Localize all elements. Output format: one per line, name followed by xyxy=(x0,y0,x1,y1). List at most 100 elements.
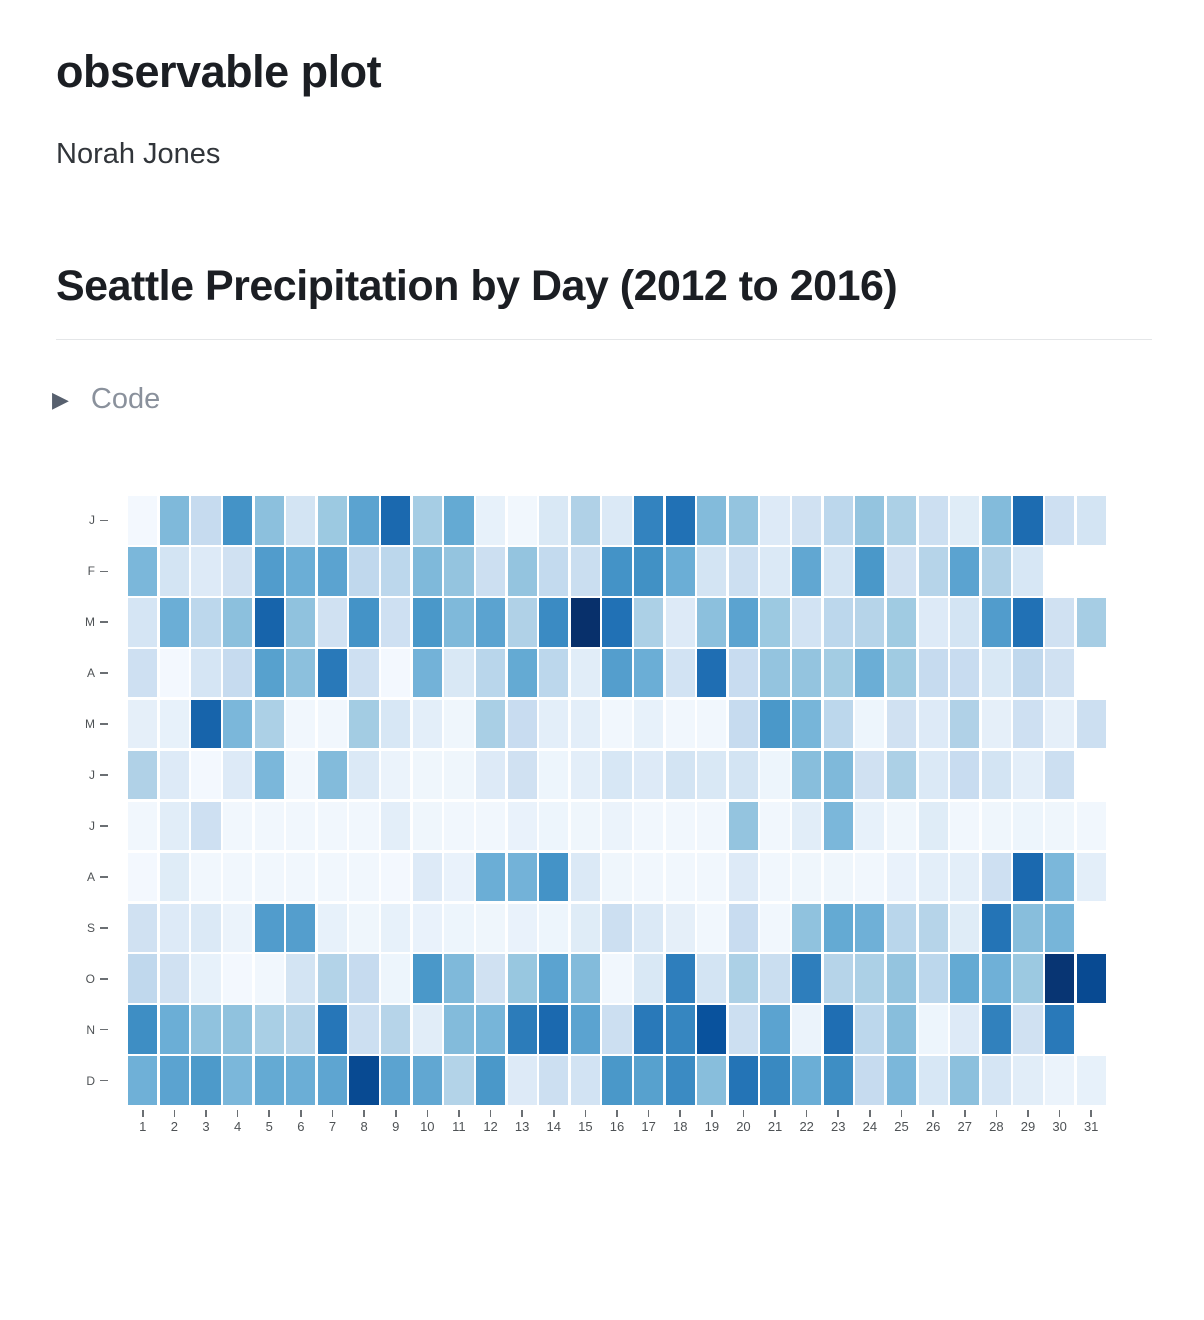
heatmap-cell xyxy=(412,852,442,902)
x-tick-mark xyxy=(331,1110,334,1117)
y-tick-label: J xyxy=(70,750,108,801)
heatmap-cell xyxy=(792,852,822,902)
heatmap-cell xyxy=(507,801,537,851)
heatmap-cell xyxy=(792,699,822,749)
heatmap-cell xyxy=(570,1005,600,1054)
heatmap-cell xyxy=(697,547,727,596)
y-tick-mark xyxy=(100,519,108,522)
heatmap-cell xyxy=(539,496,569,545)
heatmap-cell xyxy=(570,801,600,851)
x-tick-mark xyxy=(932,1110,934,1117)
heatmap-cell xyxy=(539,954,569,1003)
heatmap-cell xyxy=(475,598,506,647)
heatmap-cell xyxy=(1076,496,1106,545)
heatmap-cell xyxy=(855,954,885,1003)
heatmap-cell xyxy=(665,1005,695,1054)
heatmap-cell xyxy=(1013,750,1043,800)
heatmap-cell xyxy=(981,1005,1011,1054)
heatmap-cell xyxy=(886,648,917,698)
x-tick-label: 13 xyxy=(514,1119,530,1134)
x-tick-label: 16 xyxy=(609,1119,625,1134)
x-tick-mark xyxy=(869,1110,871,1117)
y-tick-mark xyxy=(100,876,108,878)
heatmap-cell xyxy=(1044,954,1075,1003)
heatmap-cell xyxy=(602,954,632,1003)
heatmap-cell xyxy=(570,648,600,698)
heatmap-cell xyxy=(286,750,316,800)
heatmap-cell xyxy=(886,547,917,596)
heatmap-cell xyxy=(475,903,506,953)
heatmap-cell xyxy=(1013,954,1043,1003)
heatmap-cell xyxy=(128,1056,158,1105)
heatmap-cell xyxy=(697,598,727,647)
heatmap-cell xyxy=(191,699,221,749)
heatmap-cell xyxy=(855,648,885,698)
heatmap-cell xyxy=(539,547,569,596)
heatmap-cell xyxy=(1044,903,1075,953)
x-tick-mark xyxy=(173,1110,176,1117)
x-tick-mark xyxy=(995,1110,998,1117)
heatmap-cell xyxy=(1013,496,1043,545)
heatmap-cell xyxy=(1076,852,1106,902)
heatmap-cell xyxy=(602,699,632,749)
heatmap-cell xyxy=(349,954,379,1003)
x-tick-mark xyxy=(268,1110,271,1117)
heatmap-cell xyxy=(507,954,537,1003)
heatmap-cell xyxy=(728,598,759,647)
heatmap-cell xyxy=(823,750,853,800)
heatmap-cell xyxy=(634,699,664,749)
heatmap-cell xyxy=(507,852,537,902)
heatmap-cell xyxy=(981,648,1011,698)
heatmap-cell xyxy=(1013,1056,1043,1105)
heatmap-cell xyxy=(665,852,695,902)
heatmap-cell xyxy=(728,750,759,800)
x-tick-label: 10 xyxy=(420,1119,435,1134)
heatmap-cell xyxy=(981,598,1011,647)
heatmap-cell xyxy=(950,1056,980,1105)
heatmap-cell xyxy=(823,801,853,851)
heatmap-cell xyxy=(1013,547,1043,596)
heatmap-cell xyxy=(381,598,411,647)
heatmap-cell xyxy=(950,903,980,953)
heatmap-cell xyxy=(507,598,537,647)
heatmap-cell xyxy=(728,903,759,953)
x-tick-mark xyxy=(363,1110,365,1117)
x-tick-label: 14 xyxy=(546,1119,561,1134)
heatmap-cell xyxy=(602,496,632,545)
heatmap-cell xyxy=(697,1005,727,1054)
heatmap-cell xyxy=(286,852,316,902)
x-tick-label: 23 xyxy=(831,1119,846,1134)
heatmap-cell xyxy=(665,547,695,596)
heatmap-cell xyxy=(475,547,506,596)
x-tick-label: 1 xyxy=(139,1119,147,1134)
x-tick-label: 5 xyxy=(265,1119,273,1134)
heatmap-cells xyxy=(127,495,1107,1106)
heatmap-cell xyxy=(855,852,885,902)
heatmap-cell xyxy=(728,699,759,749)
y-tick-mark xyxy=(100,723,108,725)
heatmap-cell xyxy=(886,903,917,953)
heatmap-cell xyxy=(317,496,348,545)
heatmap-cell xyxy=(697,750,727,800)
x-tick-label: 15 xyxy=(578,1119,593,1134)
heatmap-cell xyxy=(191,1005,221,1054)
heatmap-cell xyxy=(128,648,158,698)
heatmap-cell xyxy=(823,648,853,698)
heatmap-cell xyxy=(444,750,474,800)
heatmap-cell xyxy=(223,801,253,851)
heatmap-cell xyxy=(570,903,600,953)
heatmap-cell xyxy=(823,852,853,902)
heatmap-cell xyxy=(855,496,885,545)
heatmap-cell xyxy=(254,699,284,749)
code-toggle[interactable]: ▶ Code xyxy=(52,383,160,416)
x-tick-mark xyxy=(584,1110,587,1117)
heatmap-cell xyxy=(760,699,790,749)
x-tick-label: 4 xyxy=(234,1119,242,1134)
heatmap-cell xyxy=(602,903,632,953)
heatmap-cell xyxy=(728,1056,759,1105)
heatmap-cell xyxy=(191,954,221,1003)
heatmap-cell xyxy=(286,699,316,749)
heatmap-cell xyxy=(317,648,348,698)
heatmap-cell xyxy=(254,750,284,800)
heatmap-cell xyxy=(539,852,569,902)
